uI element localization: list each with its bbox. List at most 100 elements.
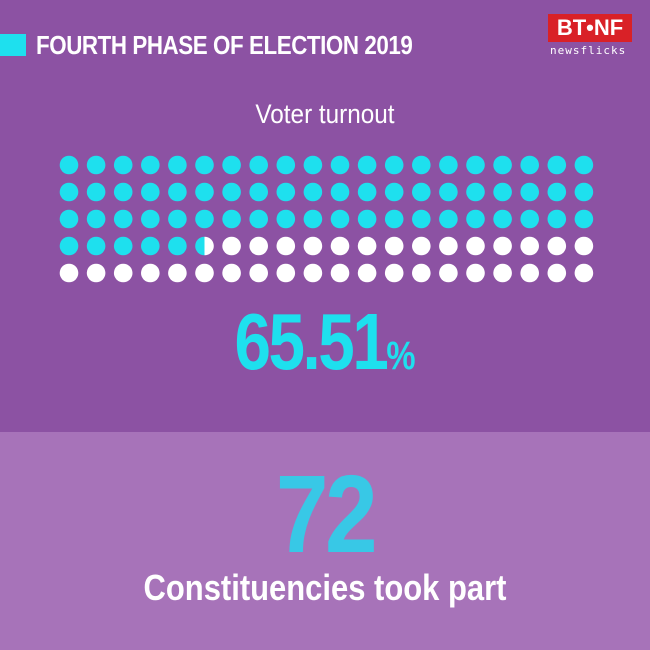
- turnout-dot-filled: [574, 182, 594, 202]
- turnout-dot-filled: [330, 155, 350, 175]
- turnout-dot-filled: [113, 182, 133, 202]
- turnout-dot-empty: [276, 263, 296, 283]
- turnout-dot-empty: [466, 263, 485, 283]
- turnout-dot-filled: [303, 182, 323, 202]
- turnout-dot-filled: [384, 209, 404, 229]
- turnout-dot-empty: [493, 236, 512, 256]
- turnout-dot-filled: [330, 182, 350, 202]
- turnout-dot-filled: [520, 209, 539, 229]
- turnout-dot-filled: [276, 182, 296, 202]
- turnout-dot-empty: [222, 236, 241, 256]
- turnout-dot-filled: [547, 182, 567, 202]
- turnout-dot-empty: [412, 236, 431, 256]
- turnout-dot-empty: [384, 236, 404, 256]
- turnout-dot-filled: [249, 155, 268, 175]
- turnout-dot-filled: [168, 236, 187, 256]
- turnout-dot-filled: [195, 155, 214, 175]
- turnout-dot-filled: [439, 155, 458, 175]
- turnout-panel: [0, 0, 650, 432]
- turnout-dot-filled: [520, 182, 539, 202]
- turnout-dot-filled: [439, 182, 458, 202]
- turnout-dot-empty: [86, 263, 106, 283]
- turnout-dot-filled: [466, 155, 485, 175]
- constituency-count: 72: [275, 453, 378, 576]
- turnout-dot-grid: [59, 155, 594, 283]
- turnout-dot-empty: [520, 236, 539, 256]
- turnout-dot-empty: [303, 236, 323, 256]
- turnout-dot-empty: [439, 236, 458, 256]
- turnout-value: 65.51%: [59, 300, 592, 398]
- turnout-dot-filled: [357, 155, 377, 175]
- turnout-dot-filled: [86, 209, 106, 229]
- turnout-dot-empty: [168, 263, 187, 283]
- turnout-dot-filled: [412, 155, 431, 175]
- turnout-dot-empty: [276, 236, 296, 256]
- turnout-dot-filled: [86, 155, 106, 175]
- turnout-dot-partial: [195, 236, 214, 256]
- turnout-dot-empty: [330, 263, 350, 283]
- turnout-dot-filled: [113, 236, 133, 256]
- turnout-dot-empty: [357, 236, 377, 256]
- turnout-dot-filled: [547, 155, 567, 175]
- turnout-dot-filled: [168, 209, 187, 229]
- turnout-dot-filled: [439, 209, 458, 229]
- turnout-dot-empty: [574, 236, 594, 256]
- turnout-dot-empty: [357, 263, 377, 283]
- turnout-dot-filled: [222, 155, 241, 175]
- turnout-dot-filled: [249, 209, 268, 229]
- turnout-dot-filled: [141, 209, 160, 229]
- turnout-dot-filled: [466, 209, 485, 229]
- turnout-dot-empty: [547, 236, 567, 256]
- turnout-dot-filled: [222, 209, 241, 229]
- turnout-dot-empty: [493, 263, 512, 283]
- turnout-dot-empty: [330, 236, 350, 256]
- turnout-dot-empty: [59, 263, 79, 283]
- turnout-dot-filled: [412, 209, 431, 229]
- turnout-dot-filled: [493, 209, 512, 229]
- turnout-dot-filled: [384, 182, 404, 202]
- turnout-dot-filled: [113, 155, 133, 175]
- header-accent-bar: [0, 34, 26, 56]
- turnout-dot-filled: [384, 155, 404, 175]
- turnout-unit: %: [386, 334, 416, 378]
- turnout-dot-filled: [86, 236, 106, 256]
- turnout-dot-filled: [493, 155, 512, 175]
- page-title: FOURTH PHASE OF ELECTION 2019: [36, 30, 413, 60]
- brand-logo: BT•NF newsflicks: [548, 14, 634, 62]
- logo-mark: BT•NF: [548, 14, 632, 42]
- turnout-dot-filled: [249, 182, 268, 202]
- turnout-dot-empty: [466, 236, 485, 256]
- turnout-dot-filled: [141, 236, 160, 256]
- turnout-dot-empty: [249, 263, 268, 283]
- turnout-dot-empty: [520, 263, 539, 283]
- constituencies-panel: [0, 432, 650, 650]
- turnout-dot-empty: [195, 263, 214, 283]
- turnout-dot-filled: [412, 182, 431, 202]
- turnout-dot-empty: [303, 263, 323, 283]
- turnout-dot-filled: [574, 155, 594, 175]
- turnout-dot-filled: [113, 209, 133, 229]
- turnout-dot-filled: [303, 209, 323, 229]
- logo-subtext: newsflicks: [550, 44, 627, 57]
- turnout-dot-filled: [141, 155, 160, 175]
- turnout-dot-filled: [493, 182, 512, 202]
- turnout-dot-filled: [59, 236, 79, 256]
- turnout-dot-filled: [357, 209, 377, 229]
- turnout-number: 65.51: [234, 297, 388, 386]
- turnout-dot-empty: [141, 263, 160, 283]
- turnout-dot-filled: [547, 209, 567, 229]
- turnout-label: Voter turnout: [255, 99, 395, 129]
- turnout-dot-empty: [384, 263, 404, 283]
- turnout-dot-filled: [222, 182, 241, 202]
- turnout-dot-empty: [249, 236, 268, 256]
- turnout-dot-filled: [574, 209, 594, 229]
- turnout-dot-filled: [520, 155, 539, 175]
- turnout-dot-filled: [168, 155, 187, 175]
- turnout-dot-filled: [195, 209, 214, 229]
- turnout-dot-filled: [276, 209, 296, 229]
- turnout-dot-filled: [59, 209, 79, 229]
- turnout-dot-empty: [547, 263, 567, 283]
- turnout-dot-filled: [59, 182, 79, 202]
- turnout-dot-filled: [276, 155, 296, 175]
- turnout-dot-empty: [574, 263, 594, 283]
